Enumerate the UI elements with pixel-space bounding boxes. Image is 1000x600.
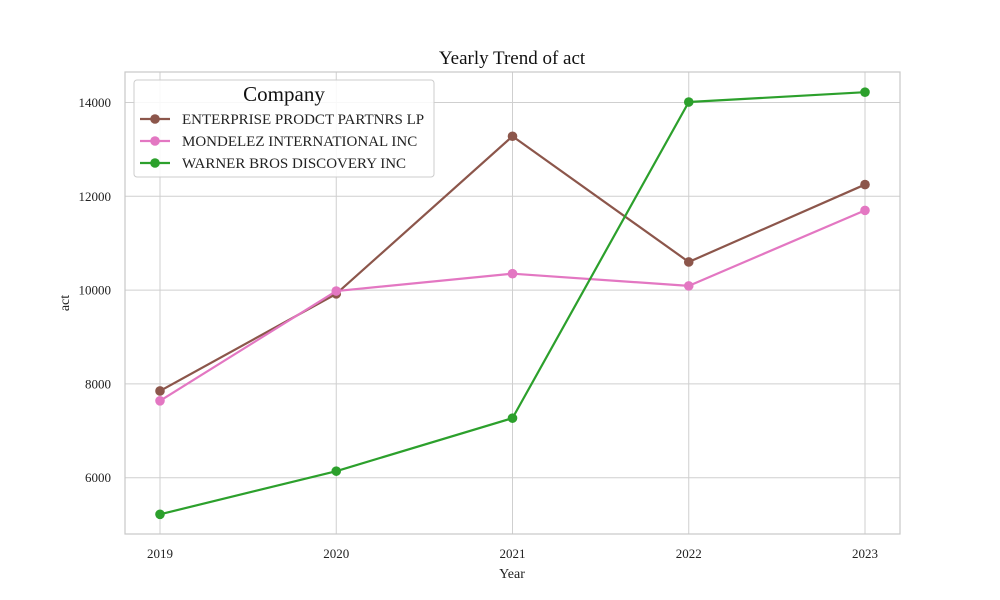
y-tick-label: 12000 (79, 189, 112, 204)
legend-entry: ENTERPRISE PRODCT PARTNRS LP (140, 112, 424, 128)
legend-marker (150, 158, 160, 168)
series-group (155, 205, 870, 406)
data-point (155, 395, 165, 406)
data-point (507, 413, 518, 423)
legend-label: WARNER BROS DISCOVERY INC (182, 156, 406, 172)
series-group (155, 87, 870, 520)
data-point (860, 205, 870, 216)
x-tick-label: 2021 (500, 546, 526, 561)
data-point (683, 257, 694, 267)
legend-title: Company (243, 82, 325, 106)
plot-frame (124, 71, 901, 535)
x-tick-label: 2022 (676, 546, 702, 561)
data-point (860, 87, 870, 97)
series-layer (155, 87, 870, 520)
data-point (683, 281, 694, 291)
data-point (860, 179, 870, 190)
data-point (507, 268, 518, 279)
x-axis-label: Year (499, 567, 525, 582)
legend-entry: MONDELEZ INTERNATIONAL INC (140, 134, 417, 150)
y-tick-label: 6000 (85, 470, 111, 485)
x-tick-label: 2020 (323, 546, 349, 561)
x-tick-label: 2023 (852, 546, 878, 561)
legend-entry: WARNER BROS DISCOVERY INC (140, 156, 406, 172)
x-axis-ticks: 2019 2020 2021 2022 2023 (147, 546, 878, 561)
data-point (331, 286, 342, 296)
legend-label: MONDELEZ INTERNATIONAL INC (182, 134, 417, 150)
x-tick-label: 2019 (147, 546, 173, 561)
legend-marker (150, 136, 160, 146)
y-tick-label: 14000 (79, 95, 112, 110)
legend: Company ENTERPRISE PRODCT PARTNRS LP MOND… (133, 79, 435, 178)
y-tick-label: 8000 (85, 376, 111, 391)
data-point (683, 97, 694, 107)
data-point (155, 386, 165, 396)
y-axis-label: act (58, 295, 73, 311)
legend-marker (150, 114, 160, 124)
data-point (507, 131, 518, 142)
legend-entries: ENTERPRISE PRODCT PARTNRS LP MONDELEZ INT… (140, 112, 424, 172)
y-tick-label: 10000 (79, 283, 112, 298)
y-axis-ticks: 6000 8000 10000 12000 14000 (79, 95, 112, 485)
legend-label: ENTERPRISE PRODCT PARTNRS LP (182, 112, 424, 128)
legend-box (133, 79, 435, 178)
data-point (331, 466, 342, 476)
data-point (155, 509, 165, 520)
chart-title: Yearly Trend of act (439, 48, 586, 69)
